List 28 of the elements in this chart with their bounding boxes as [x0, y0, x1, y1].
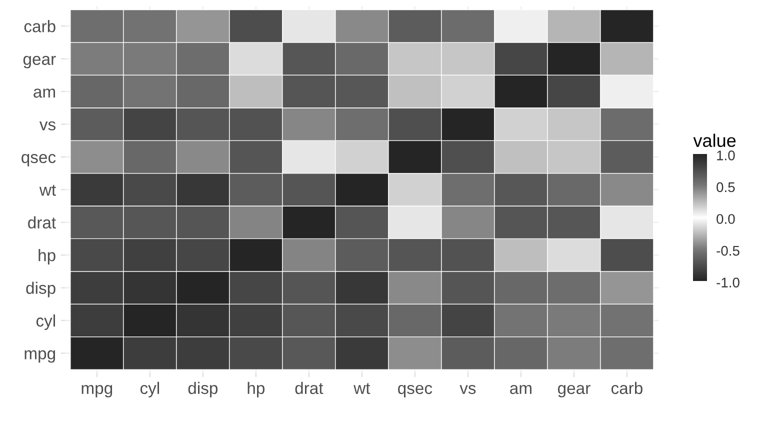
- color-bar-label: 1.0: [717, 150, 735, 160]
- y-tick-label: cyl: [36, 314, 55, 330]
- y-tick-label: gear: [23, 56, 56, 68]
- x-tick-label: mpg: [82, 384, 112, 398]
- color-bar-label: 0.0: [716, 214, 735, 224]
- color-bar-label: -0.5: [716, 246, 740, 256]
- x-tick-label: qsec: [398, 384, 432, 398]
- color-bar-label: -1.0: [716, 278, 740, 288]
- x-tick-label: am: [510, 384, 532, 394]
- y-tick-label: mpg: [24, 350, 56, 363]
- x-tick-label: drat: [295, 382, 324, 394]
- x-tick-label: cyl: [140, 382, 159, 398]
- x-tick-label: gear: [558, 384, 590, 398]
- y-tick-label: wt: [39, 184, 56, 196]
- y-tick-label: vs: [39, 121, 56, 130]
- color-bar-label: 0.5: [716, 182, 735, 192]
- y-tick-label: qsec: [22, 154, 56, 166]
- x-tick-label: carb: [611, 382, 642, 394]
- legend-title: value: [693, 134, 736, 148]
- x-tick-label: vs: [460, 384, 476, 394]
- y-tick-label: hp: [38, 249, 56, 265]
- x-tick-label: wt: [354, 383, 370, 394]
- y-tick-label: disp: [26, 282, 56, 298]
- x-tick-label: hp: [248, 382, 264, 398]
- y-tick-label: drat: [28, 216, 56, 229]
- y-tick-label: carb: [24, 20, 56, 32]
- x-tick-label: disp: [188, 382, 218, 398]
- y-tick-label: am: [34, 88, 55, 98]
